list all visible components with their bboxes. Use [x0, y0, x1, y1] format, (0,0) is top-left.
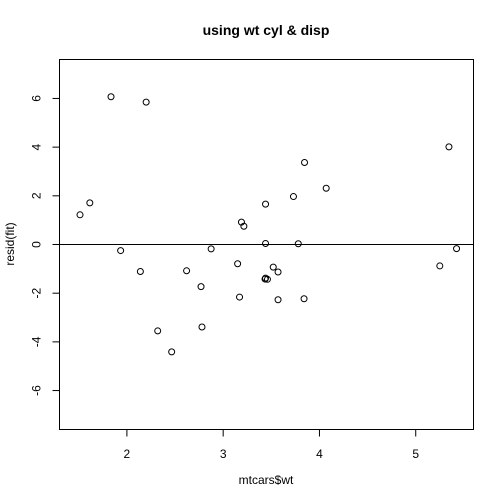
data-point	[236, 293, 244, 301]
x-tick-label: 3	[220, 447, 227, 461]
y-tick-label: -2	[30, 288, 44, 299]
data-point	[86, 199, 94, 207]
data-point	[207, 245, 215, 253]
data-point	[294, 240, 302, 248]
y-tick-label: 6	[30, 95, 44, 102]
x-tick-label: 4	[316, 447, 323, 461]
data-point	[154, 327, 162, 335]
data-point	[198, 323, 206, 331]
data-point	[136, 268, 144, 276]
data-point	[274, 296, 282, 304]
x-axis-title: mtcars$wt	[239, 473, 294, 487]
y-axis-title: resid(fit)	[3, 222, 17, 265]
y-axis: -6 -4 -2 0 2 4 6	[30, 95, 60, 396]
data-point	[234, 260, 242, 268]
data-point	[274, 268, 282, 276]
x-tick-label: 5	[412, 447, 419, 461]
data-point	[168, 348, 176, 356]
data-point	[262, 200, 270, 208]
data-point	[445, 143, 453, 151]
data-point	[183, 267, 191, 275]
y-tick-label: 0	[30, 241, 44, 248]
y-tick-label: 2	[30, 192, 44, 199]
x-tick-label: 2	[124, 447, 131, 461]
data-point	[269, 263, 277, 271]
data-point	[142, 98, 150, 106]
data-point	[289, 193, 297, 201]
data-point	[262, 240, 270, 248]
y-tick-label: -4	[30, 336, 44, 347]
data-point	[117, 247, 125, 255]
points-layer	[76, 93, 461, 356]
plot-title: using wt cyl & disp	[203, 22, 330, 38]
data-point	[107, 93, 115, 101]
y-tick-label: 4	[30, 143, 44, 150]
data-point	[436, 262, 444, 270]
data-point	[240, 222, 248, 230]
data-point	[301, 158, 309, 166]
data-point	[262, 274, 270, 282]
data-point	[197, 283, 205, 291]
x-axis: 2 3 4 5	[124, 429, 419, 461]
data-point	[263, 275, 271, 283]
data-point	[322, 184, 330, 192]
y-tick-label: -6	[30, 385, 44, 396]
data-point	[300, 295, 308, 303]
data-point	[76, 211, 84, 219]
data-point	[453, 245, 461, 253]
